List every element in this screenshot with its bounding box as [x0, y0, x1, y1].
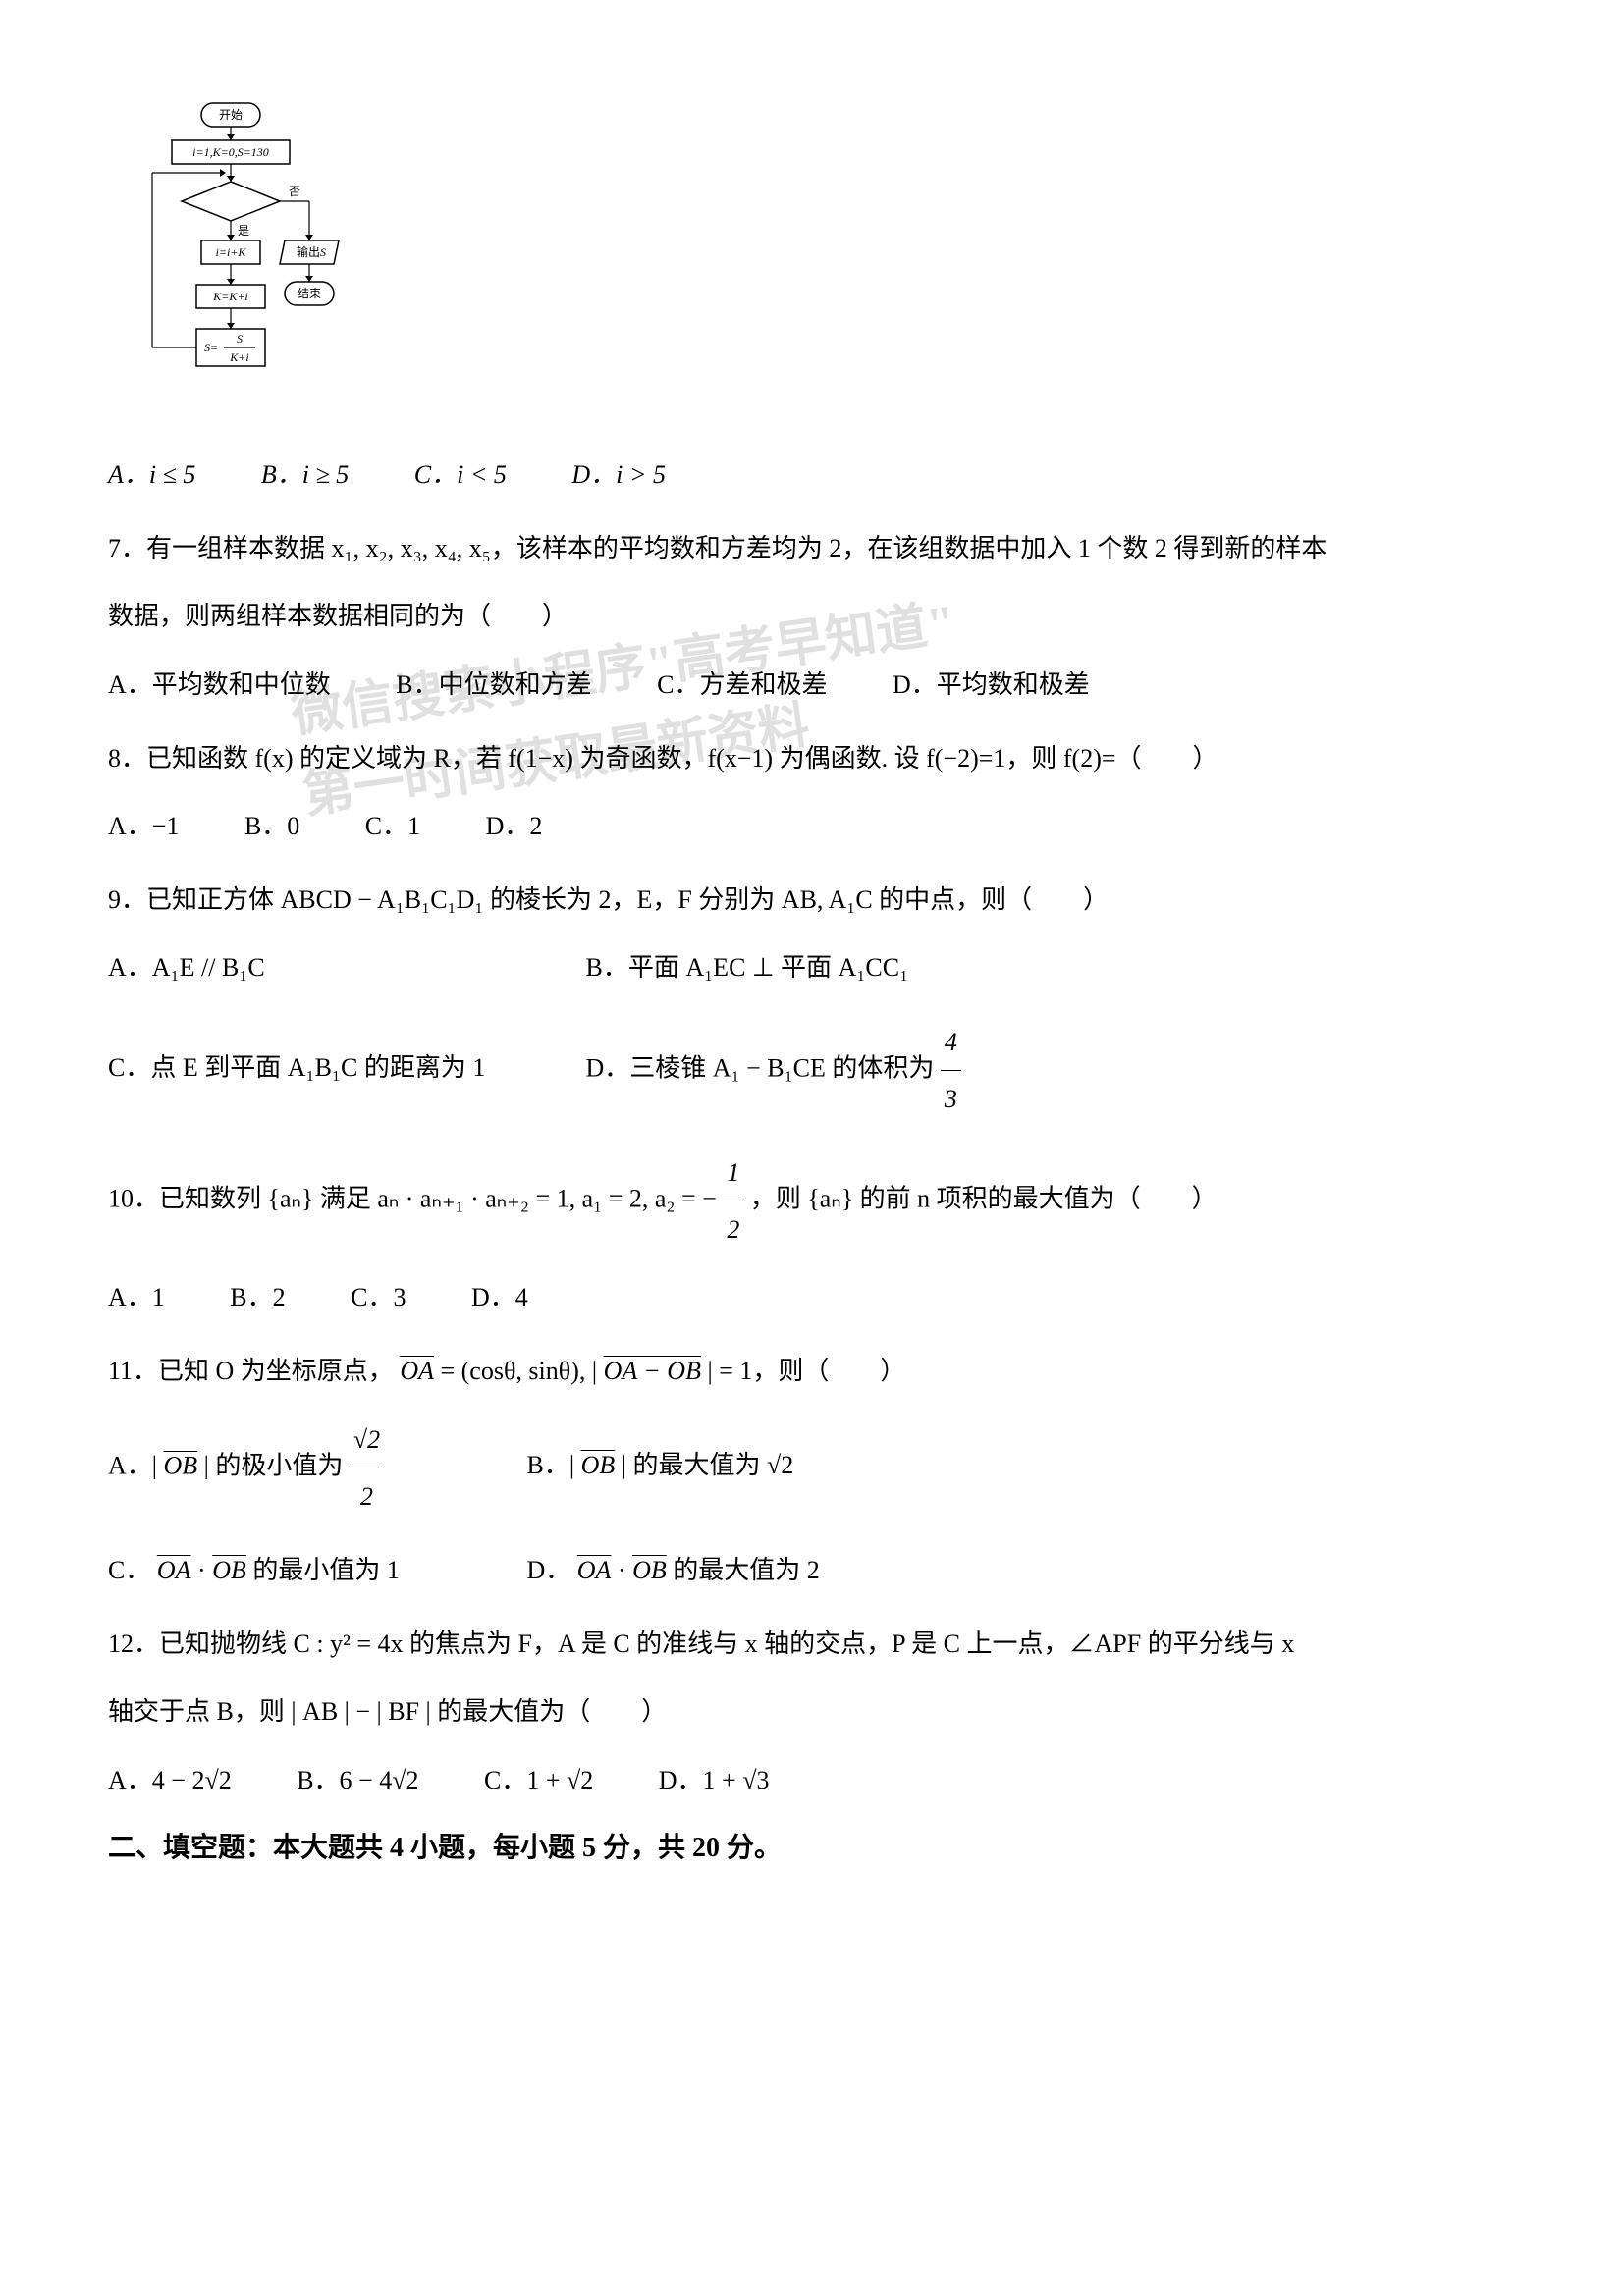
q11-prefix: 11．已知 O 为坐标原点，	[108, 1357, 394, 1385]
q11-c-prefix: C．	[108, 1556, 150, 1584]
q9-d-den: 3	[941, 1071, 961, 1127]
q11-a-den: 2	[350, 1468, 384, 1524]
flow-inc-i: i=i+K	[216, 245, 247, 259]
q11-b-prefix: B．|	[527, 1451, 581, 1479]
q12-d: D．1 + √3	[659, 1752, 770, 1808]
q10-frac: 1 2	[723, 1145, 743, 1257]
flow-s-bot: K+i	[229, 350, 248, 364]
q11-oaob: OA − OB	[604, 1357, 701, 1385]
q9-cd: C．点 E 到平面 A₁B₁C 的距离为 1 D．三棱锥 A₁ − B₁CE 的…	[108, 1014, 1516, 1127]
q9-a: A．A₁E // B₁C	[108, 939, 520, 995]
q11-d-prefix: D．	[527, 1556, 571, 1584]
q6-d: D．i > 5	[571, 447, 666, 503]
q11-a-ob: OB	[163, 1451, 197, 1479]
q7-options: A．平均数和中位数 B．中位数和方差 C．方差和极差 D．平均数和极差	[108, 657, 1516, 713]
q12-b: B．6 − 4√2	[297, 1752, 418, 1808]
q11-c-dot: ·	[197, 1556, 212, 1584]
q6-a: A．i ≤ 5	[108, 447, 195, 503]
q11-a-num: √2	[350, 1412, 384, 1468]
flow-start: 开始	[219, 108, 243, 122]
q11-b: B．| OB | 的最大值为 √2	[527, 1437, 794, 1493]
flow-inc-k: K=K+i	[212, 290, 248, 303]
q6-c: C．i < 5	[414, 447, 507, 503]
q12-line1: 12．已知抛物线 C : y² = 4x 的焦点为 F，A 是 C 的准线与 x…	[108, 1616, 1516, 1672]
q6-b: B．i ≥ 5	[261, 447, 349, 503]
q11-suffix: | = 1，则（ ）	[707, 1357, 905, 1385]
q10-num: 1	[723, 1145, 743, 1201]
q11-a-mid: | 的极小值为	[204, 1451, 350, 1479]
q9-d: D．三棱锥 A₁ − B₁CE 的体积为 4 3	[586, 1014, 961, 1127]
q8-options: A．−1 B．0 C．1 D．2	[108, 798, 1516, 854]
q10-b: B．2	[230, 1269, 285, 1325]
q12-options: A．4 − 2√2 B．6 − 4√2 C．1 + √2 D．1 + √3	[108, 1752, 1516, 1808]
q11-c-suffix: 的最小值为 1	[252, 1556, 400, 1584]
q11-ab: A．| OB | 的极小值为 √2 2 B．| OB | 的最大值为 √2	[108, 1412, 1516, 1524]
q11-d-ob: OB	[632, 1556, 667, 1584]
q10-d: D．4	[471, 1269, 528, 1325]
q9-d-frac: 4 3	[941, 1014, 961, 1127]
q11-oa: OA	[400, 1357, 434, 1385]
q11-c-ob: OB	[212, 1556, 246, 1584]
q9-text: 9．已知正方体 ABCD − A₁B₁C₁D₁ 的棱长为 2，E，F 分别为 A…	[108, 872, 1516, 928]
q10-den: 2	[723, 1201, 743, 1257]
q11-d-oa: OA	[577, 1556, 612, 1584]
q12-line2: 轴交于点 B，则 | AB | − | BF | 的最大值为（ ）	[108, 1683, 1516, 1739]
q7-line2: 数据，则两组样本数据相同的为（ ）	[108, 588, 1516, 644]
flow-s-prefix: S=	[204, 341, 218, 354]
q8-a: A．−1	[108, 798, 179, 854]
flowchart-diagram: 开始 i=1,K=0,S=130 否 是 i=i+K 输出S 结束 K=K+i …	[118, 98, 353, 422]
q9-d-num: 4	[941, 1014, 961, 1071]
q11-cd: C． OA · OB 的最小值为 1 D． OA · OB 的最大值为 2	[108, 1542, 1516, 1598]
flow-no: 否	[289, 185, 300, 198]
q11-a-prefix: A．|	[108, 1451, 163, 1479]
q11-b-ob: OB	[581, 1451, 616, 1479]
q9-c: C．点 E 到平面 A₁B₁C 的距离为 1	[108, 1040, 520, 1095]
q10-a: A．1	[108, 1269, 165, 1325]
q10-options: A．1 B．2 C．3 D．4	[108, 1269, 1516, 1325]
q7-a: A．平均数和中位数	[108, 657, 331, 713]
q11-eq: = (cosθ, sinθ), |	[440, 1357, 603, 1385]
q6-options: A．i ≤ 5 B．i ≥ 5 C．i < 5 D．i > 5	[108, 447, 1516, 503]
q11-d-dot: ·	[618, 1556, 632, 1584]
q9-b: B．平面 A₁EC ⊥ 平面 A₁CC₁	[586, 939, 909, 995]
q10-text: 10．已知数列 {aₙ} 满足 aₙ · aₙ₊₁ · aₙ₊₂ = 1, a₁…	[108, 1145, 1516, 1257]
q9-ab: A．A₁E // B₁C B．平面 A₁EC ⊥ 平面 A₁CC₁	[108, 939, 1516, 995]
flow-yes: 是	[238, 224, 249, 238]
q12-c: C．1 + √2	[484, 1752, 593, 1808]
q7-line1: 7．有一组样本数据 x₁, x₂, x₃, x₄, x₅，该样本的平均数和方差均…	[108, 520, 1516, 576]
q11-b-mid: | 的最大值为 √2	[622, 1451, 793, 1479]
q8-text: 8．已知函数 f(x) 的定义域为 R，若 f(1−x) 为奇函数，f(x−1)…	[108, 730, 1516, 786]
q9-d-prefix: D．三棱锥 A₁ − B₁CE 的体积为	[586, 1053, 941, 1082]
flow-s-top: S	[237, 332, 243, 346]
q11-d-suffix: 的最大值为 2	[673, 1556, 820, 1584]
q11-d: D． OA · OB 的最大值为 2	[527, 1542, 820, 1598]
flow-end: 结束	[298, 287, 321, 300]
q10-suffix: ，则 {aₙ} 的前 n 项积的最大值为（ ）	[750, 1185, 1218, 1213]
q11-text: 11．已知 O 为坐标原点， OA = (cosθ, sinθ), | OA −…	[108, 1343, 1516, 1399]
q7-d: D．平均数和极差	[893, 657, 1090, 713]
flow-out-s: 输出S	[297, 244, 326, 259]
q7-b: B．中位数和方差	[396, 657, 591, 713]
q11-c: C． OA · OB 的最小值为 1	[108, 1542, 461, 1598]
q8-d: D．2	[486, 798, 543, 854]
q8-c: C．1	[365, 798, 420, 854]
section2-title: 二、填空题：本大题共 4 小题，每小题 5 分，共 20 分。	[108, 1826, 1516, 1865]
flow-init: i=1,K=0,S=130	[192, 145, 269, 159]
q10-prefix: 10．已知数列 {aₙ} 满足 aₙ · aₙ₊₁ · aₙ₊₂ = 1, a₁…	[108, 1185, 723, 1213]
q11-c-oa: OA	[157, 1556, 191, 1584]
q11-a-frac: √2 2	[350, 1412, 384, 1524]
q11-a: A．| OB | 的极小值为 √2 2	[108, 1412, 461, 1524]
q8-b: B．0	[244, 798, 299, 854]
q10-c: C．3	[351, 1269, 406, 1325]
q12-a: A．4 − 2√2	[108, 1752, 232, 1808]
q7-c: C．方差和极差	[657, 657, 827, 713]
